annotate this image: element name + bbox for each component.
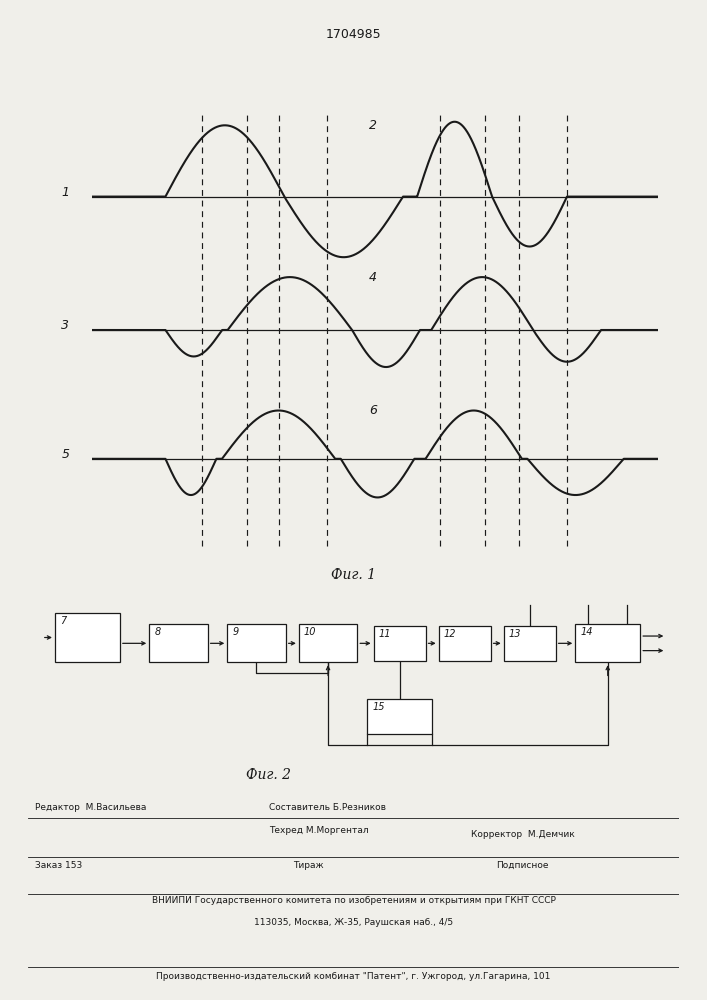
Text: 10: 10	[304, 627, 317, 637]
Text: 5: 5	[62, 448, 69, 461]
Bar	[55, 613, 120, 662]
Text: 13: 13	[509, 629, 521, 639]
Bar	[575, 624, 641, 662]
Text: Производственно-издательский комбинат "Патент", г. Ужгород, ул.Гагарина, 101: Производственно-издательский комбинат "П…	[156, 972, 551, 981]
Text: Редактор  М.Васильева: Редактор М.Васильева	[35, 803, 146, 812]
Bar	[373, 626, 426, 661]
Text: 11: 11	[379, 629, 391, 639]
Bar	[438, 626, 491, 661]
Text: 9: 9	[233, 627, 239, 637]
Bar	[299, 624, 357, 662]
Text: 3: 3	[62, 319, 69, 332]
Text: Подписное: Подписное	[496, 861, 549, 870]
Text: 4: 4	[369, 271, 377, 284]
Text: Фиг. 1: Фиг. 1	[331, 568, 376, 582]
Text: Корректор  М.Демчик: Корректор М.Демчик	[471, 830, 574, 839]
Text: Заказ 153: Заказ 153	[35, 861, 82, 870]
Text: 8: 8	[154, 627, 160, 637]
Text: ВНИИПИ Государственного комитета по изобретениям и открытиям при ГКНТ СССР: ВНИИПИ Государственного комитета по изоб…	[151, 896, 556, 905]
Text: 113035, Москва, Ж-35, Раушская наб., 4/5: 113035, Москва, Ж-35, Раушская наб., 4/5	[254, 918, 453, 927]
Bar	[149, 624, 208, 662]
Text: 14: 14	[580, 627, 593, 637]
Text: 6: 6	[369, 404, 377, 417]
Text: Составитель Б.Резников: Составитель Б.Резников	[269, 803, 386, 812]
Text: 15: 15	[373, 702, 385, 712]
Text: 12: 12	[444, 629, 456, 639]
Text: 1: 1	[62, 186, 69, 198]
Text: Тираж: Тираж	[293, 861, 323, 870]
Bar	[227, 624, 286, 662]
Text: Фиг. 2: Фиг. 2	[246, 768, 291, 782]
Text: 1704985: 1704985	[326, 28, 381, 41]
Text: Техред М.Моргентал: Техред М.Моргентал	[269, 826, 368, 835]
Text: 2: 2	[369, 119, 377, 132]
Bar	[503, 626, 556, 661]
Bar	[367, 699, 432, 734]
Text: 7: 7	[60, 616, 66, 626]
